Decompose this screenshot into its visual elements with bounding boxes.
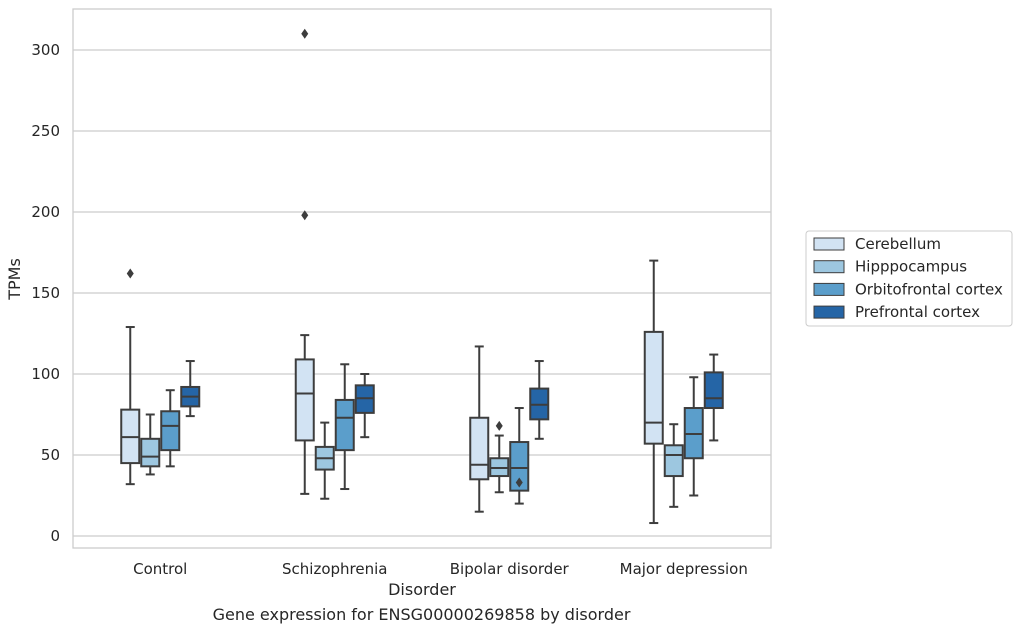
box: [683, 376, 704, 497]
box: [294, 28, 315, 495]
plot-area-frame: [72, 8, 772, 549]
iqr-box: [469, 416, 490, 481]
series-cerebellum: [120, 28, 664, 525]
legend-label: Cerebellum: [855, 235, 941, 253]
box: [509, 407, 530, 505]
y-tick-label: 150: [31, 284, 60, 302]
iqr-box: [294, 358, 315, 442]
box: [663, 423, 684, 508]
box: [703, 353, 724, 442]
legend-label: Hipppocampus: [855, 258, 967, 276]
iqr-box: [140, 437, 161, 468]
legend-label: Orbitofrontal cortex: [855, 280, 1003, 298]
iqr-box: [703, 371, 724, 410]
box: [469, 345, 490, 513]
box: [140, 413, 161, 476]
outlier-marker: [301, 28, 309, 39]
y-tick-label: 0: [50, 527, 60, 545]
x-tick-label: Bipolar disorder: [450, 560, 570, 578]
x-tick-label: Control: [133, 560, 187, 578]
x-tick-label: Schizophrenia: [282, 560, 387, 578]
legend-item: Hipppocampus: [813, 258, 967, 276]
y-tick-label: 250: [31, 122, 60, 140]
iqr-box: [663, 444, 684, 478]
legend-items: Cerebellum Hipppocampus Orbitofrontal cort…: [813, 235, 1003, 321]
legend-item: Prefrontal cortex: [813, 303, 980, 321]
box: [314, 421, 335, 500]
legend-swatch: [813, 305, 845, 319]
legend: Cerebellum Hipppocampus Orbitofrontal cort…: [805, 230, 1013, 327]
box: [643, 259, 664, 525]
outlier-marker: [301, 210, 309, 221]
box: [334, 363, 355, 491]
series-hipppocampus: [140, 413, 684, 508]
iqr-box: [509, 441, 530, 492]
legend-item: Cerebellum: [813, 235, 941, 253]
iqr-box: [643, 330, 664, 445]
outlier-marker: [126, 268, 134, 279]
box: [120, 268, 141, 486]
box: [354, 373, 375, 439]
legend-swatch: [813, 260, 845, 274]
outlier-marker: [515, 477, 523, 488]
outlier-marker: [495, 420, 503, 431]
y-tick-label: 200: [31, 203, 60, 221]
y-tick-label: 300: [31, 41, 60, 59]
y-tick-label: 100: [31, 365, 60, 383]
x-axis-ticks: Control Schizophrenia Bipolar disorder Majo…: [133, 560, 748, 578]
x-tick-label: Major depression: [620, 560, 748, 578]
legend-item: Orbitofrontal cortex: [813, 280, 1003, 298]
iqr-box: [160, 410, 181, 452]
legend-frame: [805, 230, 1013, 327]
series-orbitofrontal-cortex: [160, 363, 704, 505]
box: [180, 360, 201, 418]
box: [529, 360, 550, 440]
iqr-box: [334, 398, 355, 452]
legend-label: Prefrontal cortex: [855, 303, 980, 321]
y-axis-label: TPMs: [5, 258, 24, 301]
x-axis-label: Disorder: [388, 580, 456, 599]
y-tick-label: 50: [41, 446, 60, 464]
legend-swatch: [813, 282, 845, 296]
y-axis-ticks: 0 50 100 150 200 250 300: [31, 41, 60, 545]
box-series-group: [120, 28, 724, 525]
legend-swatch: [813, 237, 845, 251]
chart-caption: Gene expression for ENSG00000269858 by d…: [212, 605, 631, 624]
box: [489, 420, 510, 494]
series-prefrontal-cortex: [180, 353, 724, 442]
box: [160, 389, 181, 468]
